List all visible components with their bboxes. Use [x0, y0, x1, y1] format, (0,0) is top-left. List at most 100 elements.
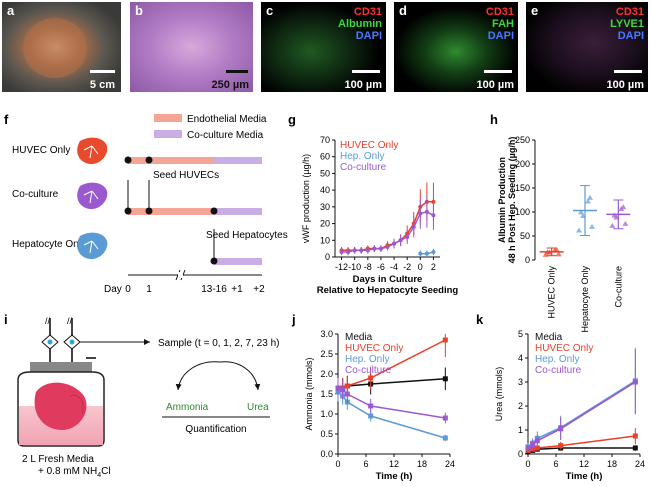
y-axis-label: vWF production (µg/h): [301, 154, 311, 243]
panel-letter: g: [288, 112, 296, 127]
category-co-culture: [606, 199, 631, 230]
y-axis-label: Urea (mmols): [494, 367, 504, 422]
panel-letter: d: [399, 3, 407, 18]
category-hepatocyte-only: [573, 185, 597, 237]
panel-letter: b: [135, 3, 143, 18]
liver-graft: [23, 18, 87, 78]
scale-bar: [352, 70, 380, 73]
data-point: [611, 212, 618, 218]
scale-bar: [614, 70, 642, 73]
stain-label: DAPI: [488, 30, 514, 42]
x-tick-label: 0: [418, 262, 423, 272]
data-point: [534, 438, 540, 444]
data-point: [576, 227, 582, 233]
data-point: [368, 375, 374, 381]
legend-entry: Co-culture: [535, 365, 582, 376]
scale-label: 100 µm: [476, 79, 514, 91]
endothelial-media-bar: [128, 208, 214, 215]
x-tick-label: 6: [363, 459, 368, 469]
y-tick-label: 200: [515, 159, 530, 169]
data-point: [431, 213, 436, 218]
y-tick-label: 10: [320, 235, 330, 245]
y-axis-label: Albumin Production: [497, 157, 507, 243]
x-tick-label: -12: [335, 262, 348, 272]
data-point: [418, 251, 423, 256]
category-huvec-only: [539, 246, 564, 257]
data-point: [534, 445, 540, 451]
x-tick-label: -8: [364, 262, 372, 272]
legend-swatch: [154, 130, 182, 138]
axis-tick: Day: [104, 284, 122, 295]
y-tick-label: 3.0: [320, 329, 333, 339]
panel-letter: e: [531, 3, 538, 18]
data-point: [405, 234, 410, 239]
y-tick-label: 0: [518, 449, 523, 459]
annotation: Seed Hepatocytes: [206, 230, 288, 241]
panel-letter: a: [7, 3, 15, 18]
x-tick-label: 0: [335, 459, 340, 469]
panel-a: a 5 cm: [2, 2, 121, 92]
data-point: [442, 376, 448, 382]
x-axis-label: Time (h): [376, 471, 413, 482]
data-point: [365, 248, 370, 253]
y-tick-label: 40: [320, 185, 330, 195]
legend-entry: Co-culture: [345, 365, 392, 376]
data-point: [411, 224, 416, 229]
scale-bar: [226, 70, 248, 73]
data-point: [442, 415, 448, 421]
data-point: [346, 249, 351, 254]
data-point: [587, 194, 593, 200]
data-point: [378, 246, 383, 251]
data-point: [339, 249, 344, 254]
panel-letter: j: [291, 312, 296, 327]
data-point: [578, 209, 584, 215]
row-label: Co-culture: [12, 189, 59, 200]
axis-tick: +1: [231, 284, 243, 295]
x-axis-label: Time (h): [566, 471, 603, 482]
data-point: [542, 251, 549, 257]
x-tick-label: -10: [348, 262, 361, 272]
data-point: [530, 446, 536, 452]
stain-label: Albumin: [338, 18, 382, 30]
data-point: [558, 426, 564, 432]
data-point: [530, 441, 536, 447]
panel-d: d CD31 FAH DAPI 100 µm: [394, 2, 518, 92]
data-point: [555, 251, 562, 257]
data-point: [632, 379, 638, 385]
x-tick-label: -6: [377, 262, 385, 272]
data-point: [352, 248, 357, 253]
fluorescence-image: [526, 2, 648, 92]
data-point: [424, 251, 429, 256]
series-line: [337, 387, 446, 419]
x-tick-label: 2: [431, 262, 436, 272]
series-co-culture: [339, 196, 436, 256]
series-huvec-only: [339, 182, 436, 254]
data-point: [525, 445, 531, 451]
panel-letter: h: [490, 112, 498, 127]
x-tick-label: 6: [553, 459, 558, 469]
axis-tick: 1: [146, 284, 152, 295]
x-tick-label: 24: [635, 459, 645, 469]
stain-label: CD31: [354, 6, 382, 18]
y-tick-label: 150: [515, 183, 530, 193]
y-tick-label: 4: [518, 353, 523, 363]
coculture-media-bar: [214, 208, 262, 215]
panel-e: e CD31 LYVE1 DAPI 100 µm: [526, 2, 648, 92]
fluorescence-image: [394, 2, 518, 92]
legend-entry: Media: [535, 332, 563, 343]
x-tick-label: 18: [417, 459, 427, 469]
stain-label: CD31: [616, 6, 644, 18]
histology-image: [130, 2, 253, 92]
chart-h: h 0 50 100 150 200 250 Albumin Production 48 h P…: [490, 112, 631, 333]
data-point: [632, 445, 638, 451]
data-point: [359, 248, 364, 253]
stain-label: DAPI: [618, 30, 644, 42]
y-tick-label: 60: [320, 152, 330, 162]
data-point: [431, 249, 436, 254]
chart-j: j 0.0 0.5 1.0 1.5 2.0 2.5 3.0 0 6 12 18 24 Ammonia (m…: [291, 312, 455, 482]
panel-b: b 250 µm: [130, 2, 253, 92]
y-tick-label: 2.0: [320, 369, 333, 379]
svg-text://: //: [67, 316, 73, 326]
